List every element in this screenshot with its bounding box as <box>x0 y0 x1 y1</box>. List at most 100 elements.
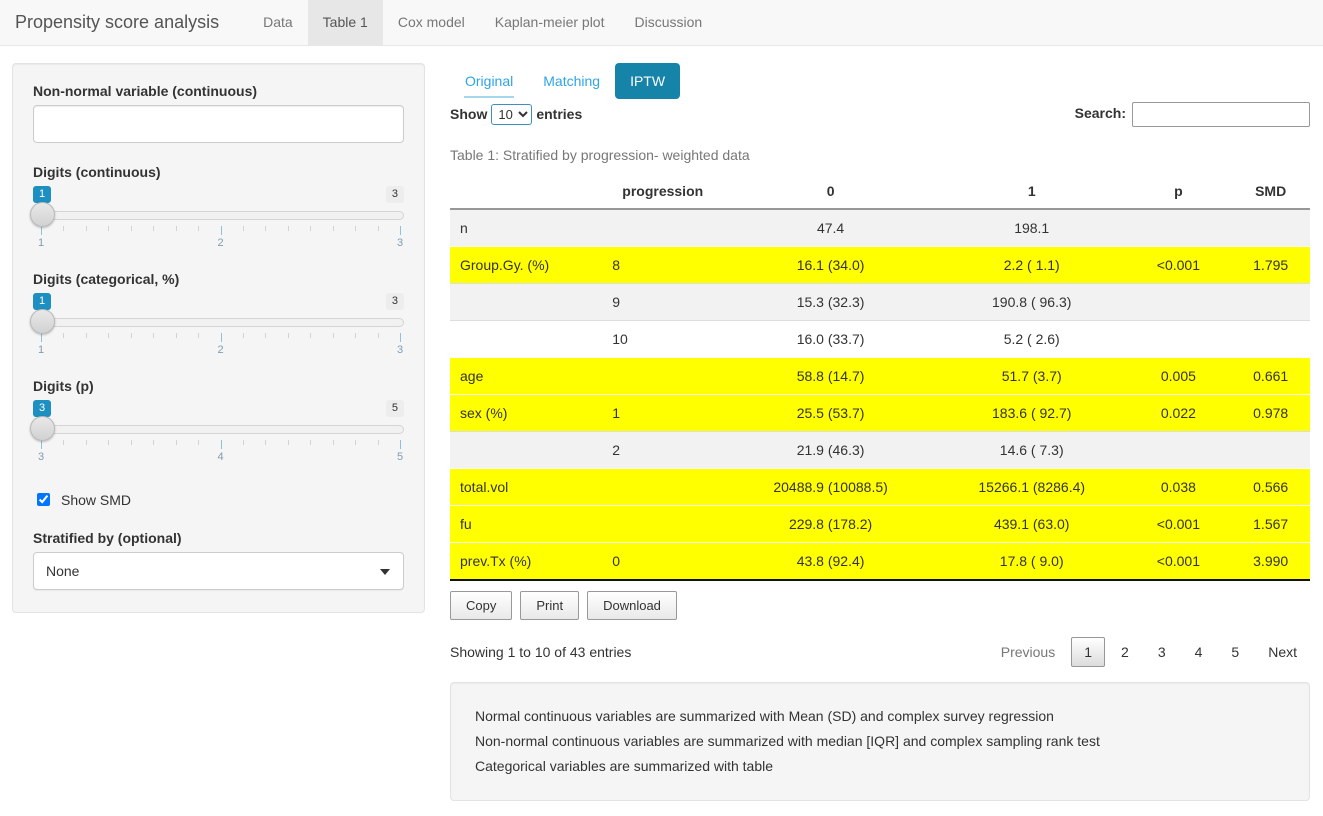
table-cell: 439.1 (63.0) <box>937 505 1126 543</box>
slider-tick <box>153 440 155 445</box>
table-cell <box>1231 283 1310 321</box>
table-info: Showing 1 to 10 of 43 entries <box>450 644 632 660</box>
header-cell-1[interactable]: 1 <box>937 174 1126 210</box>
slider-tick <box>332 226 334 231</box>
slider-handle[interactable] <box>30 416 55 441</box>
table-cell <box>1125 431 1232 469</box>
table-cell: 10 <box>602 320 724 358</box>
table-row: prev.Tx (%) 0 43.8 (92.4) 17.8 ( 9.0) <0.001… <box>450 542 1310 580</box>
table-cell: 14.6 ( 7.3) <box>937 431 1126 469</box>
table-cell: 20488.9 (10088.5) <box>723 468 938 506</box>
show-smd-checkbox[interactable] <box>37 493 50 506</box>
slider-track[interactable] <box>33 211 404 220</box>
entries-label: entries <box>536 106 583 122</box>
slider-tick <box>242 333 244 338</box>
nav-tab-kaplan-meier-plot[interactable]: Kaplan-meier plot <box>494 14 605 30</box>
table-header-row: progression 0 1 p SMD <box>450 174 1310 210</box>
nav-tabs: Data Table 1 Cox model Kaplan-meier plot Dis… <box>248 0 717 45</box>
note-line: Categorical variables are summarized wit… <box>475 758 774 774</box>
table-cell: 51.7 (3.7) <box>937 357 1126 395</box>
table-cell: sex (%) <box>450 394 603 432</box>
table-cell: 0.022 <box>1125 394 1232 432</box>
slider-tick <box>220 333 222 342</box>
nav-tab-data[interactable]: Data <box>263 14 293 30</box>
nav-tab-table-1[interactable]: Table 1 <box>307 0 383 45</box>
header-cell-smd[interactable]: SMD <box>1231 174 1310 210</box>
header-cell-p[interactable]: p <box>1125 174 1232 210</box>
slider-tick <box>108 226 110 231</box>
table-row: 10 16.0 (33.7) 5.2 ( 2.6) <box>450 320 1310 358</box>
slider-tick <box>130 333 132 338</box>
table-row: n 47.4 198.1 <box>450 209 1310 247</box>
slider-tick <box>85 440 87 445</box>
slider-handle[interactable] <box>30 309 55 334</box>
range-slider[interactable]: 1 3 1 2 3 <box>30 293 404 357</box>
slider-value-badge: 1 <box>33 293 52 310</box>
slider-tick <box>332 333 334 338</box>
slider-tick <box>310 333 312 338</box>
nonnormal-input[interactable] <box>33 105 404 143</box>
slider-value-badge: 3 <box>33 400 52 417</box>
table-cell: prev.Tx (%) <box>450 542 603 580</box>
slider-handle[interactable] <box>30 202 55 227</box>
page-button-2[interactable]: 2 <box>1121 644 1129 660</box>
search-input[interactable] <box>1132 102 1310 127</box>
table-cell: <0.001 <box>1125 505 1232 543</box>
table-cell: 2 <box>602 431 724 469</box>
header-cell-0[interactable]: 0 <box>723 174 938 210</box>
show-smd-label[interactable]: Show SMD <box>61 491 132 508</box>
slider-tick <box>287 226 289 231</box>
slider-label: Digits (categorical, %) <box>33 271 180 287</box>
previous-button[interactable]: Previous <box>1000 644 1056 660</box>
slider-tick <box>220 440 222 449</box>
subtab-iptw[interactable]: IPTW <box>615 63 681 99</box>
slider-tick <box>355 226 357 231</box>
table-cell: 16.0 (33.7) <box>723 320 938 358</box>
nav-tab-cox-model[interactable]: Cox model <box>397 14 465 30</box>
range-slider[interactable]: 1 3 1 2 3 <box>30 186 404 250</box>
table-cell <box>602 505 724 543</box>
slider-track[interactable] <box>33 318 404 327</box>
table-cell: 3.990 <box>1231 542 1310 580</box>
page-button-4[interactable]: 4 <box>1194 644 1203 660</box>
header-cell-blank[interactable] <box>450 174 603 210</box>
page-button-1[interactable]: 1 <box>1071 637 1106 667</box>
page-button-3[interactable]: 3 <box>1157 644 1166 660</box>
table-cell: 15.3 (32.3) <box>723 283 938 321</box>
table-cell <box>602 209 724 247</box>
nav-tab-discussion[interactable]: Discussion <box>634 14 703 30</box>
copy-button[interactable]: Copy <box>450 591 513 620</box>
slider-group: Digits (continuous) 1 3 1 2 3 Digits (categori… <box>30 164 404 464</box>
navbar: Propensity score analysis Data Table 1 Cox… <box>0 0 1323 46</box>
header-cell-progression[interactable]: progression <box>602 174 724 210</box>
slider-tick <box>85 333 87 338</box>
slider-tick-label: 5 <box>396 451 404 463</box>
stratified-select[interactable]: None <box>33 552 404 590</box>
print-button[interactable]: Print <box>520 591 580 620</box>
slider-tick <box>287 333 289 338</box>
table-row: fu 229.8 (178.2) 439.1 (63.0) <0.001 1.567 <box>450 505 1310 543</box>
slider-tick <box>355 440 357 445</box>
table-cell: 8 <box>602 246 724 284</box>
table-cell: 190.8 ( 96.3) <box>937 283 1126 321</box>
slider-digits-categorical: Digits (categorical, %) 1 3 1 2 3 <box>30 271 404 357</box>
table-cell <box>1231 431 1310 469</box>
table-cell: <0.001 <box>1125 246 1232 284</box>
table-cell <box>602 468 724 506</box>
slider-tick <box>265 226 267 231</box>
page-button-5[interactable]: 5 <box>1231 644 1240 660</box>
range-slider[interactable]: 3 5 3 4 5 <box>30 400 404 464</box>
slider-track[interactable] <box>33 425 404 434</box>
slider-tick-label: 1 <box>37 237 45 249</box>
subtab-original[interactable]: Original <box>450 63 528 99</box>
slider-tick <box>153 226 155 231</box>
slider-tick <box>198 440 200 445</box>
download-button[interactable]: Download <box>587 591 677 620</box>
entries-select[interactable]: 10 <box>491 104 533 125</box>
subtab-matching[interactable]: Matching <box>543 73 601 89</box>
slider-label: Digits (continuous) <box>33 164 161 180</box>
table-row: Group.Gy. (%) 8 16.1 (34.0) 2.2 ( 1.1) <0.00… <box>450 246 1310 284</box>
table-cell <box>450 431 603 469</box>
next-button[interactable]: Next <box>1268 644 1297 660</box>
slider-tick <box>41 226 42 235</box>
